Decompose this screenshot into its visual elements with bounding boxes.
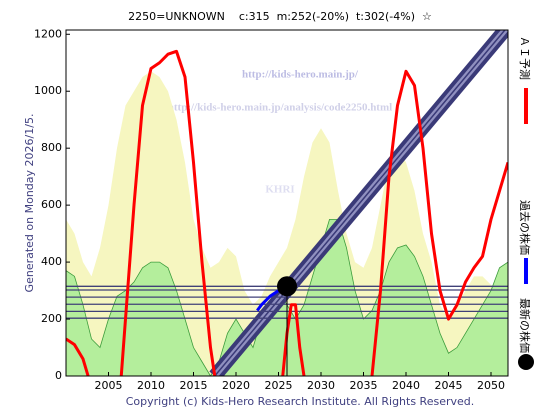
y-tick-label: 200	[41, 312, 62, 325]
x-tick-label: 2035	[350, 379, 378, 392]
watermark: http://kids-hero.main.jp/analysis/code22…	[168, 102, 392, 114]
x-tick-label: 2010	[137, 379, 165, 392]
plot: http://kids-hero.main.jp/http://kids-her…	[66, 30, 508, 376]
x-tick-label: 2030	[307, 379, 335, 392]
legend-label: ＡＩ予測	[518, 36, 532, 80]
y-tick-label: 800	[41, 141, 62, 154]
x-tick-label: 2050	[477, 379, 505, 392]
y-tick-label: 600	[41, 198, 62, 211]
x-tick-label: 2015	[180, 379, 208, 392]
watermark: http://kids-hero.main.jp/	[242, 69, 359, 81]
x-tick-label: 2020	[222, 379, 250, 392]
y-tick-label: 0	[55, 369, 62, 382]
watermark: KHRI	[265, 184, 294, 196]
plot-frame	[65, 29, 509, 377]
series-line	[66, 49, 508, 376]
legend-label: 最新の株価	[518, 298, 532, 353]
legend-label: 過去の株価	[518, 200, 532, 255]
side-text: Generated on Monday 2026/1/5.	[23, 114, 36, 293]
y-tick-label: 400	[41, 255, 62, 268]
x-tick-label: 2025	[265, 379, 293, 392]
y-tick-label: 1200	[34, 27, 62, 40]
chart-title: 2250=UNKNOWN c:315 m:252(-20%) t:302(-4%…	[128, 10, 432, 23]
footer: Copyright (c) Kids-Hero Research Institu…	[126, 395, 475, 408]
legend-swatch	[518, 354, 534, 370]
y-tick-label: 1000	[34, 84, 62, 97]
latest-point	[277, 276, 297, 297]
x-tick-label: 2005	[95, 379, 123, 392]
x-tick-label: 2040	[392, 379, 420, 392]
x-tick-label: 2045	[435, 379, 463, 392]
